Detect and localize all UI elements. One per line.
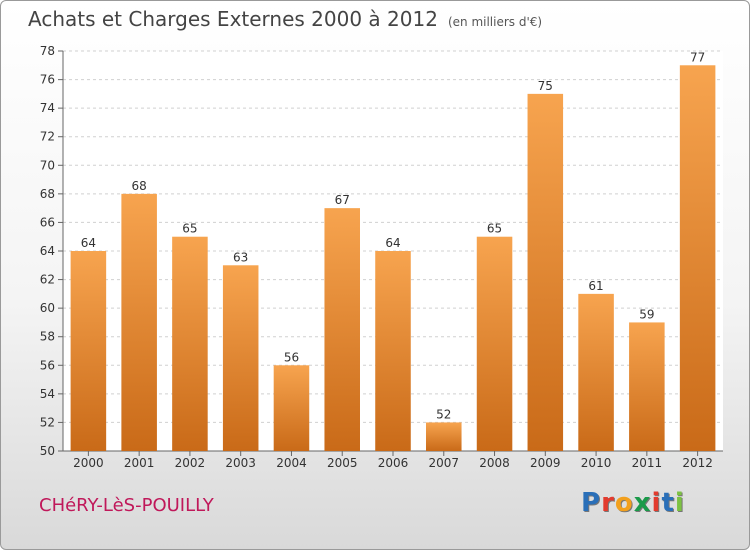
y-tick-label: 72 [40, 130, 55, 144]
bar [426, 422, 462, 451]
x-tick-label: 2004 [276, 456, 307, 470]
data-label: 68 [132, 179, 147, 193]
x-tick-label: 2007 [428, 456, 459, 470]
x-tick-label: 2012 [682, 456, 713, 470]
data-label: 77 [690, 50, 705, 64]
bar [222, 265, 259, 451]
y-tick-label: 52 [40, 415, 55, 429]
y-tick-label: 70 [40, 158, 55, 172]
x-tick-label: 2005 [327, 456, 358, 470]
bar [172, 236, 208, 451]
bar [273, 365, 310, 451]
y-tick-label: 64 [40, 244, 55, 258]
chart-title-text: Achats et Charges Externes 2000 à 2012 [28, 7, 438, 31]
data-label: 65 [487, 222, 502, 236]
chart-subtitle: (en milliers d'€) [447, 15, 543, 29]
x-tick-label: 2002 [175, 456, 206, 470]
data-label: 67 [335, 193, 350, 207]
y-tick-label: 56 [40, 358, 55, 372]
y-tick-label: 62 [40, 273, 55, 287]
bar [578, 293, 614, 451]
y-tick-label: 50 [40, 444, 55, 458]
y-tick-label: 76 [40, 73, 55, 87]
chart-title: Achats et Charges Externes 2000 à 2012 (e… [28, 7, 542, 31]
y-tick-label: 58 [40, 330, 55, 344]
data-label: 61 [588, 279, 603, 293]
logo-letter: P [581, 488, 602, 518]
data-label: 65 [182, 222, 197, 236]
bar [629, 322, 665, 451]
data-label: 75 [538, 79, 553, 93]
x-tick-label: 2010 [581, 456, 612, 470]
logo-letter: i [651, 488, 662, 518]
logo-letter: i [674, 488, 685, 518]
bar [476, 236, 513, 451]
logo-letter: t [661, 488, 675, 518]
x-tick-label: 2009 [530, 456, 561, 470]
data-label: 59 [639, 307, 654, 321]
x-tick-label: 2006 [378, 456, 409, 470]
data-label: 63 [233, 250, 248, 264]
x-tick-label: 2003 [225, 456, 256, 470]
bar [527, 93, 564, 451]
data-label: 52 [436, 407, 451, 421]
y-tick-label: 66 [40, 215, 55, 229]
bar [375, 251, 411, 451]
commune-name: CHéRY-LèS-POUILLY [39, 495, 214, 516]
logo-letter: x [633, 488, 652, 518]
x-tick-label: 2000 [73, 456, 104, 470]
y-tick-label: 68 [40, 187, 55, 201]
bar [70, 251, 107, 451]
bar [679, 65, 716, 452]
y-tick-label: 54 [40, 387, 55, 401]
y-tick-label: 74 [40, 101, 55, 115]
x-tick-label: 2001 [124, 456, 155, 470]
y-tick-label: 78 [40, 44, 55, 58]
proxiti-logo: Proxiti [581, 488, 685, 518]
bar [324, 208, 360, 451]
data-label: 56 [284, 350, 299, 364]
bar [121, 193, 157, 451]
logo-letter: o [614, 488, 634, 518]
data-label: 64 [385, 236, 400, 250]
x-tick-label: 2008 [479, 456, 510, 470]
logo-letter: r [601, 488, 615, 518]
data-label: 64 [81, 236, 96, 250]
y-tick-label: 60 [40, 301, 55, 315]
x-tick-label: 2011 [632, 456, 663, 470]
